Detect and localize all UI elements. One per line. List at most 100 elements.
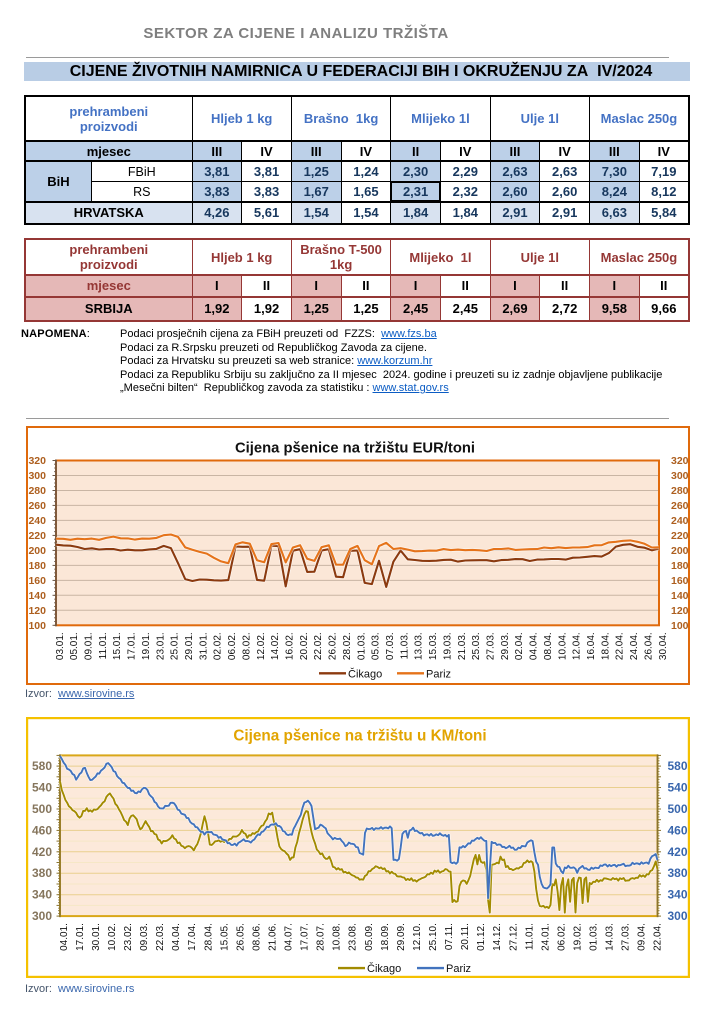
svg-text:28.07.: 28.07.: [316, 923, 327, 951]
svg-text:21.03.: 21.03.: [457, 632, 468, 660]
svg-text:26.02.: 26.02.: [328, 632, 339, 660]
svg-text:09.03.: 09.03.: [139, 923, 150, 951]
svg-text:580: 580: [32, 759, 52, 773]
svg-text:17.07.: 17.07.: [300, 923, 311, 951]
svg-text:100: 100: [28, 620, 46, 632]
svg-text:26.05.: 26.05.: [235, 923, 246, 951]
svg-text:240: 240: [28, 515, 46, 527]
svg-text:16.04.: 16.04.: [586, 632, 597, 660]
svg-text:200: 200: [28, 545, 46, 557]
svg-text:Čikago: Čikago: [348, 667, 382, 680]
svg-text:23.01.: 23.01.: [155, 632, 166, 660]
svg-text:21.06.: 21.06.: [268, 923, 279, 951]
svg-text:26.04.: 26.04.: [643, 632, 654, 660]
svg-text:29.09.: 29.09.: [396, 923, 407, 951]
svg-text:23.08.: 23.08.: [348, 923, 359, 951]
svg-text:260: 260: [671, 500, 689, 512]
svg-text:25.10.: 25.10.: [428, 923, 439, 951]
svg-text:19.02.: 19.02.: [573, 923, 584, 951]
svg-text:08.06.: 08.06.: [251, 923, 262, 951]
svg-text:Cijena pšenice na tržištu EUR/: Cijena pšenice na tržištu EUR/toni: [235, 441, 475, 457]
svg-text:340: 340: [668, 888, 688, 902]
svg-text:540: 540: [32, 781, 52, 795]
svg-text:Čikago: Čikago: [367, 962, 401, 975]
svg-text:27.03.: 27.03.: [621, 923, 632, 951]
svg-text:27.03.: 27.03.: [486, 632, 497, 660]
svg-text:04.07.: 04.07.: [284, 923, 295, 951]
svg-text:18.04.: 18.04.: [600, 632, 611, 660]
svg-text:580: 580: [668, 759, 688, 773]
svg-text:08.04.: 08.04.: [543, 632, 554, 660]
svg-text:05.09.: 05.09.: [364, 923, 375, 951]
svg-text:300: 300: [28, 470, 46, 482]
svg-text:01.12.: 01.12.: [476, 923, 487, 951]
svg-text:420: 420: [668, 845, 688, 859]
svg-text:11.03.: 11.03.: [399, 632, 410, 659]
svg-text:17.01.: 17.01.: [127, 632, 138, 660]
svg-text:10.04.: 10.04.: [557, 632, 568, 660]
svg-text:25.03.: 25.03.: [471, 632, 482, 660]
svg-text:14.03.: 14.03.: [605, 923, 616, 951]
svg-text:17.04.: 17.04.: [187, 923, 198, 951]
svg-text:15.01.: 15.01.: [112, 632, 123, 660]
svg-text:29.03.: 29.03.: [500, 632, 511, 660]
svg-text:460: 460: [668, 823, 688, 837]
svg-text:01.03.: 01.03.: [356, 632, 367, 660]
svg-text:12.02.: 12.02.: [256, 632, 267, 660]
svg-text:28.02.: 28.02.: [342, 632, 353, 660]
svg-text:22.04.: 22.04.: [653, 923, 664, 951]
svg-text:15.05.: 15.05.: [219, 923, 230, 951]
svg-text:300: 300: [671, 470, 689, 482]
svg-text:06.02.: 06.02.: [556, 923, 567, 951]
svg-text:140: 140: [28, 590, 46, 602]
svg-text:24.04.: 24.04.: [629, 632, 640, 660]
svg-text:Cijena pšenice na tržištu u KM: Cijena pšenice na tržištu u KM/toni: [233, 728, 486, 745]
svg-text:22.02.: 22.02.: [313, 632, 324, 660]
svg-text:540: 540: [668, 781, 688, 795]
svg-text:19.01.: 19.01.: [141, 632, 152, 660]
svg-text:13.03.: 13.03.: [414, 632, 425, 660]
svg-text:220: 220: [28, 530, 46, 542]
svg-text:22.03.: 22.03.: [155, 923, 166, 951]
svg-text:10.08.: 10.08.: [332, 923, 343, 951]
svg-text:30.04.: 30.04.: [658, 632, 669, 660]
svg-text:320: 320: [28, 455, 46, 467]
svg-text:340: 340: [32, 888, 52, 902]
svg-text:06.02.: 06.02.: [227, 632, 238, 660]
svg-text:500: 500: [32, 802, 52, 816]
svg-text:420: 420: [32, 845, 52, 859]
svg-text:23.02.: 23.02.: [123, 923, 134, 951]
svg-text:160: 160: [28, 575, 46, 587]
svg-text:18.09.: 18.09.: [380, 923, 391, 951]
svg-text:12.10.: 12.10.: [412, 923, 423, 951]
svg-text:01.03.: 01.03.: [589, 923, 600, 951]
svg-text:20.11.: 20.11.: [460, 923, 471, 950]
svg-text:320: 320: [671, 455, 689, 467]
svg-text:10.02.: 10.02.: [107, 923, 118, 951]
svg-text:300: 300: [32, 909, 52, 923]
svg-text:100: 100: [671, 620, 689, 632]
svg-text:160: 160: [671, 575, 689, 587]
svg-text:29.01.: 29.01.: [184, 632, 195, 660]
svg-text:280: 280: [671, 485, 689, 497]
svg-text:260: 260: [28, 500, 46, 512]
svg-text:380: 380: [32, 866, 52, 880]
svg-text:11.01.: 11.01.: [98, 632, 109, 659]
svg-text:31.01.: 31.01.: [198, 632, 209, 660]
svg-text:07.11.: 07.11.: [444, 923, 455, 950]
svg-text:04.01.: 04.01.: [59, 923, 70, 951]
svg-text:09.01.: 09.01.: [84, 632, 95, 660]
svg-text:Pariz: Pariz: [426, 668, 451, 680]
svg-text:300: 300: [668, 909, 688, 923]
svg-text:30.01.: 30.01.: [91, 923, 102, 951]
svg-text:15.03.: 15.03.: [428, 632, 439, 660]
svg-text:460: 460: [32, 823, 52, 837]
svg-text:02.04.: 02.04.: [514, 632, 525, 660]
svg-text:27.12.: 27.12.: [508, 923, 519, 951]
svg-text:220: 220: [671, 530, 689, 542]
svg-text:120: 120: [28, 605, 46, 617]
svg-text:11.01.: 11.01.: [524, 923, 535, 950]
svg-text:04.04.: 04.04.: [171, 923, 182, 951]
svg-text:24.01.: 24.01.: [540, 923, 551, 951]
svg-text:14.12.: 14.12.: [492, 923, 503, 951]
